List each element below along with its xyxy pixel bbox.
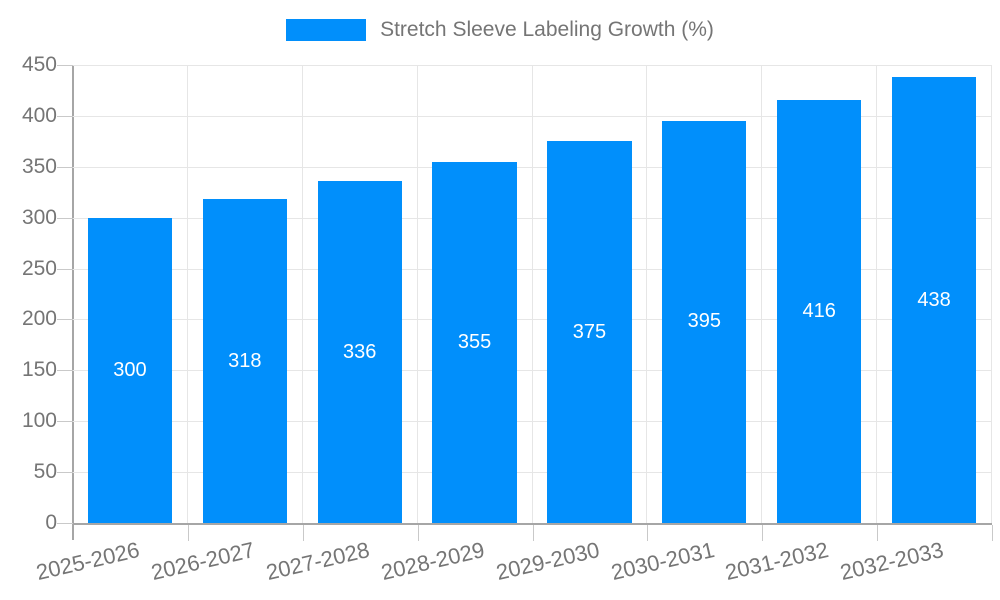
gridline-horizontal (73, 115, 992, 117)
y-tick (57, 319, 73, 321)
x-category-label: 2025-2026 (33, 537, 143, 586)
y-tick-label: 200 (21, 307, 57, 331)
x-tick (992, 525, 993, 541)
y-tick (57, 217, 73, 219)
gridline-horizontal (73, 319, 992, 321)
bar-value-label: 336 (342, 340, 377, 363)
bar-2031-2032[interactable]: 416 (777, 99, 862, 523)
bar-value-label: 395 (687, 310, 721, 333)
y-tick-label: 350 (21, 154, 57, 178)
x-tick (302, 525, 304, 541)
x-category-label: 2029-2030 (493, 537, 602, 586)
y-tick-label: 400 (21, 103, 57, 127)
bar-slot: 336 (303, 65, 418, 523)
gridline-horizontal (73, 421, 992, 423)
y-tick-label: 50 (33, 460, 57, 484)
bar-2028-2029[interactable]: 355 (432, 161, 517, 523)
y-tick (57, 166, 73, 168)
bar-slot: 300 (73, 65, 188, 523)
bar-slots: 300 318 336 355 375 395 416 438 (73, 65, 992, 523)
gridline-horizontal (73, 268, 992, 270)
bar-2029-2030[interactable]: 375 (547, 141, 632, 523)
x-axis-line (72, 523, 992, 525)
bar-value-label: 318 (228, 349, 262, 372)
x-tick (762, 525, 764, 541)
plot-area: 300 318 336 355 375 395 416 438 (73, 65, 992, 523)
legend-swatch-icon (286, 19, 367, 41)
x-tick (532, 525, 534, 541)
x-category-label: 2028-2029 (378, 537, 487, 586)
x-tick (877, 525, 879, 541)
legend[interactable]: Stretch Sleeve Labeling Growth (%) (0, 18, 1000, 42)
bar-value-label: 300 (113, 358, 147, 381)
bar-2030-2031[interactable]: 395 (662, 120, 747, 523)
y-tick-label: 250 (21, 256, 57, 280)
gridline-horizontal (73, 217, 992, 219)
x-category-label: 2030-2031 (608, 537, 717, 586)
bar-2026-2027[interactable]: 318 (202, 199, 287, 523)
y-tick (57, 115, 73, 117)
bar-value-label: 355 (457, 330, 492, 353)
x-tick (647, 525, 649, 541)
bar-slot: 355 (418, 65, 533, 523)
x-category-label: 2027-2028 (263, 537, 372, 586)
x-tick (73, 525, 74, 540)
bar-2032-2033[interactable]: 438 (891, 77, 977, 523)
gridline-horizontal (73, 472, 992, 474)
gridline-horizontal (73, 166, 992, 168)
y-tick (57, 523, 73, 524)
bar-slot: 318 (188, 65, 303, 523)
y-tick-label: 150 (21, 358, 57, 382)
y-axis-line (72, 65, 74, 540)
x-category-label: 2031-2032 (723, 537, 832, 586)
x-category-label: 2026-2027 (148, 537, 257, 586)
bar-value-label: 416 (802, 299, 836, 322)
bar-2025-2026[interactable]: 300 (87, 217, 173, 523)
y-tick-label: 300 (21, 205, 57, 229)
x-tick (187, 525, 189, 541)
gridline-horizontal (73, 65, 992, 66)
y-tick (57, 268, 73, 270)
x-tick (417, 525, 419, 541)
bar-slot: 416 (762, 65, 878, 523)
bar-slot: 375 (533, 65, 648, 523)
bar-2027-2028[interactable]: 336 (317, 181, 402, 523)
bar-slot: 395 (647, 65, 763, 523)
y-tick (57, 472, 73, 474)
legend-label: Stretch Sleeve Labeling Growth (%) (380, 18, 714, 41)
y-tick-label: 0 (45, 511, 57, 534)
y-tick (57, 65, 73, 66)
y-tick-label: 100 (21, 409, 57, 433)
x-category-label: 2032-2033 (838, 537, 947, 586)
bar-slot: 438 (877, 65, 992, 523)
y-tick (57, 421, 73, 423)
y-tick-label: 450 (21, 53, 57, 76)
bar-value-label: 438 (917, 288, 951, 311)
y-tick (57, 370, 73, 372)
bar-value-label: 375 (572, 320, 607, 343)
gridline-horizontal (73, 370, 992, 372)
